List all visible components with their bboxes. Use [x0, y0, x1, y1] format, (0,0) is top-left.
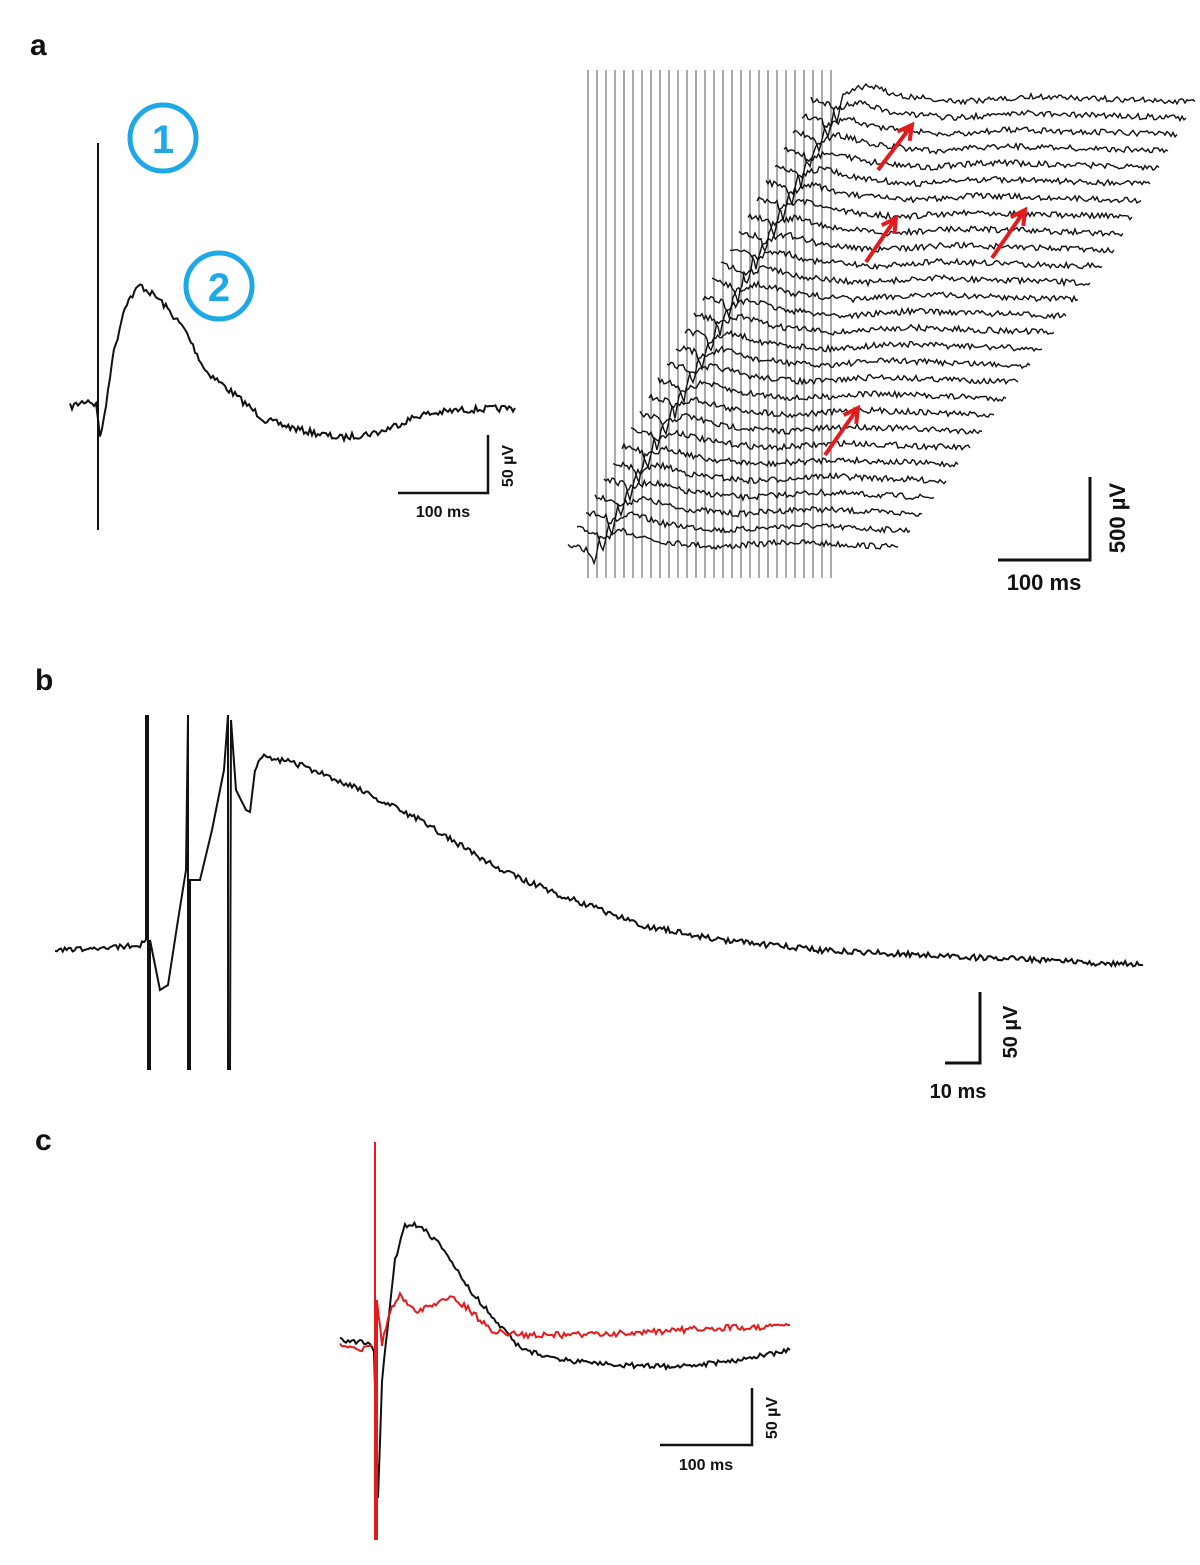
marker-1-circle — [127, 102, 199, 174]
sweep-trace — [756, 181, 1142, 221]
sweep-trace — [810, 83, 1196, 125]
sweep-trace — [594, 478, 935, 518]
marker-2-circle — [183, 250, 255, 322]
sweep-trace — [639, 396, 995, 436]
sweep-trace — [730, 231, 1115, 270]
sweep-trace — [801, 100, 1187, 140]
scale-bar-b-amplitude: 50 µV — [1000, 1005, 1022, 1058]
panel-c-label: c — [35, 1124, 52, 1157]
sweep-trace — [747, 198, 1133, 239]
scale-bar-c: 100 ms 50 µV — [660, 1388, 781, 1474]
control-trace — [339, 1220, 791, 1498]
sweep-trace — [738, 214, 1124, 253]
expanded-field-potential-trace — [54, 714, 1143, 1071]
scale-bar-b-time: 10 ms — [930, 1081, 987, 1103]
sweep-trace — [630, 412, 983, 451]
sweep-trace — [603, 461, 947, 503]
sweep-trace — [657, 363, 1019, 405]
event-arrow — [823, 404, 861, 457]
treatment-trace — [339, 1142, 790, 1540]
averaged-field-potential-trace — [69, 283, 516, 444]
sweep-trace — [720, 249, 1103, 285]
scale-bar-a-left-time: 100 ms — [416, 504, 470, 521]
sweep-trace — [774, 150, 1160, 189]
marker-1-label: 1 — [152, 118, 174, 162]
scale-bar-a-left-lines — [398, 435, 490, 495]
marker-2-label: 2 — [208, 266, 230, 310]
marker-1: 1 — [127, 102, 199, 174]
scale-bar-a-right-time: 100 ms — [1007, 570, 1082, 595]
sweep-trace — [702, 280, 1079, 320]
scale-bar-c-amplitude: 50 µV — [764, 1397, 781, 1439]
sweep-trace — [684, 313, 1055, 352]
panel-a-average-trace: 1 2 100 ms 50 µV — [69, 102, 517, 530]
sweep-trace — [612, 445, 959, 485]
panel-a-label: a — [30, 29, 47, 62]
event-arrow — [990, 206, 1028, 260]
panel-b-label: b — [35, 664, 53, 697]
sweep-trace — [711, 265, 1091, 303]
panel-c: c 100 ms 50 µV — [35, 1124, 791, 1540]
scale-bar-a-right-lines — [998, 477, 1092, 562]
scale-bar-c-time: 100 ms — [679, 1457, 733, 1474]
sweep-traces — [567, 83, 1196, 566]
event-arrows — [823, 121, 1028, 457]
sweep-trace — [765, 166, 1151, 207]
sweep-trace — [693, 297, 1067, 336]
scale-bar-a-left: 100 ms 50 µV — [398, 435, 517, 521]
sweep-trace — [666, 345, 1031, 385]
scale-bar-b: 10 ms 50 µV — [930, 992, 1022, 1103]
scale-bar-a-right: 100 ms 500 µV — [998, 477, 1130, 595]
sweep-trace — [648, 379, 1007, 419]
sweep-trace — [576, 511, 911, 553]
sweep-trace — [792, 116, 1178, 154]
scale-bar-a-right-amplitude: 500 µV — [1105, 483, 1130, 553]
sweep-trace — [621, 429, 971, 470]
sweep-trace — [567, 527, 899, 566]
sweep-trace — [783, 131, 1169, 169]
panel-a-sweep-stack: 100 ms 500 µV — [567, 70, 1196, 595]
scale-bar-b-lines — [945, 992, 982, 1065]
sweep-trace — [675, 329, 1043, 372]
event-arrow — [864, 214, 899, 264]
panel-a: a 1 2 100 ms 50 µV — [30, 29, 1196, 595]
panel-b: b 10 ms 50 µV — [35, 664, 1143, 1103]
event-arrow — [876, 121, 915, 172]
scale-bar-c-lines — [660, 1388, 754, 1447]
scale-bar-a-left-amplitude: 50 µV — [500, 445, 517, 487]
sweep-trace — [585, 495, 923, 537]
marker-2: 2 — [183, 250, 255, 322]
